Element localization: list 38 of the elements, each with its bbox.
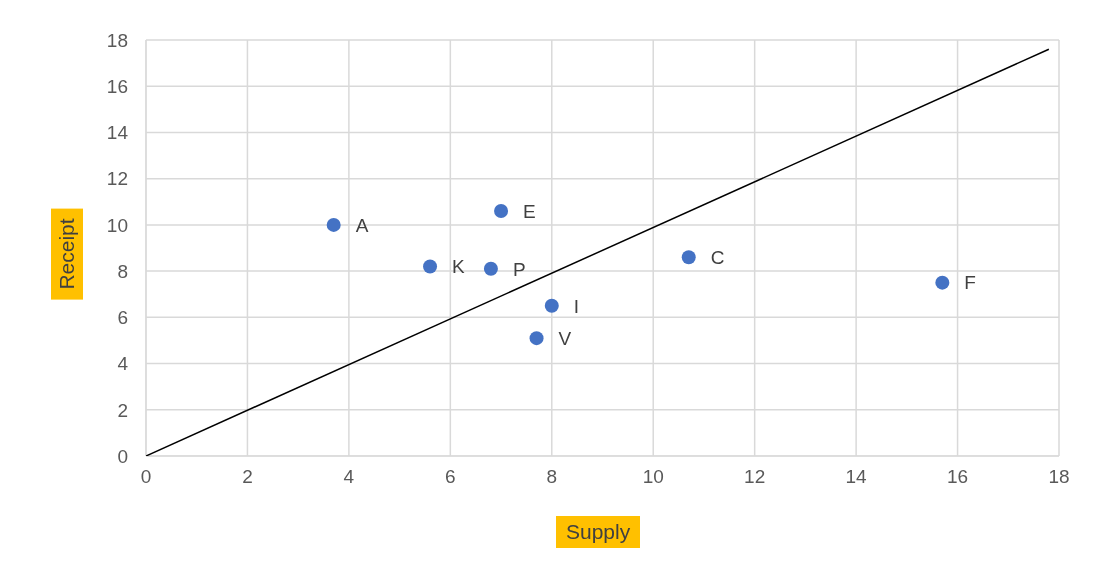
y-tick-label: 8 (117, 260, 128, 282)
point (494, 204, 509, 219)
annotation: K (452, 256, 466, 278)
y-tick-label: 0 (117, 445, 128, 467)
point (326, 217, 341, 232)
x-tick-label: 10 (642, 466, 664, 488)
y-tick-label: 14 (106, 122, 129, 144)
x-tick-label: 2 (242, 466, 253, 488)
point (935, 275, 950, 290)
x-tick-label: 4 (343, 466, 355, 488)
point (681, 250, 696, 265)
x-tick-label: 14 (845, 466, 868, 488)
annotation: F (964, 272, 976, 294)
y-tick-label: 18 (106, 29, 128, 51)
x-tick-label: 0 (140, 466, 152, 488)
annotation: E (523, 200, 536, 222)
annotation: I (573, 295, 580, 317)
annotation: P (512, 258, 526, 280)
y-tick-label: 2 (117, 399, 128, 421)
annotation: C (710, 246, 725, 268)
y-tick-label: 10 (106, 214, 128, 236)
y-tick-label: 4 (117, 353, 129, 375)
x-tick-label: 16 (946, 466, 969, 488)
x-tick-label: 6 (445, 466, 456, 488)
point (529, 331, 544, 346)
annotation: V (558, 327, 572, 349)
point (423, 259, 438, 274)
x-tick-label: 18 (1048, 466, 1070, 488)
x-tick-label: 12 (744, 466, 766, 488)
x-axis-title: Supply (556, 516, 641, 548)
y-axis-title: Receipt (51, 208, 83, 300)
annotation: A (355, 214, 369, 236)
y-tick-label: 6 (117, 307, 128, 329)
y-tick-label: 16 (106, 75, 128, 97)
point (483, 261, 498, 276)
x-tick-label: 8 (546, 466, 558, 488)
y-tick-label: 12 (106, 168, 128, 190)
point (544, 298, 559, 313)
